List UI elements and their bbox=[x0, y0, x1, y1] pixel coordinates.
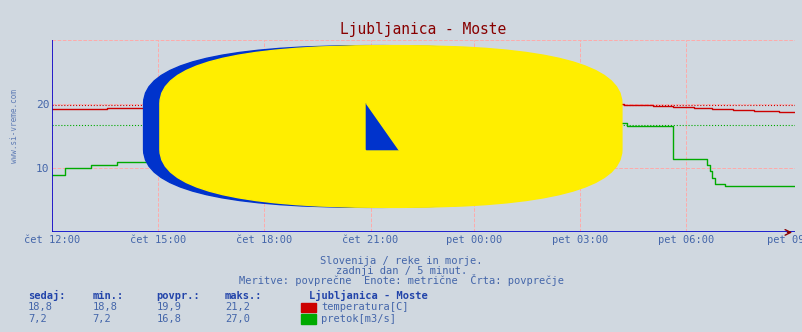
Title: Ljubljanica - Moste: Ljubljanica - Moste bbox=[340, 22, 506, 37]
Text: sedaj:: sedaj: bbox=[28, 290, 66, 301]
Text: 21,2: 21,2 bbox=[225, 302, 249, 312]
Text: povpr.:: povpr.: bbox=[156, 291, 200, 301]
FancyBboxPatch shape bbox=[160, 45, 621, 208]
Polygon shape bbox=[366, 103, 399, 150]
Text: Slovenija / reke in morje.: Slovenija / reke in morje. bbox=[320, 256, 482, 266]
Text: 18,8: 18,8 bbox=[92, 302, 117, 312]
Text: Meritve: povprečne  Enote: metrične  Črta: povprečje: Meritve: povprečne Enote: metrične Črta:… bbox=[239, 274, 563, 286]
Text: 18,8: 18,8 bbox=[28, 302, 53, 312]
Text: min.:: min.: bbox=[92, 291, 124, 301]
Text: 7,2: 7,2 bbox=[28, 314, 47, 324]
FancyBboxPatch shape bbox=[144, 45, 605, 208]
Text: maks.:: maks.: bbox=[225, 291, 262, 301]
Text: 27,0: 27,0 bbox=[225, 314, 249, 324]
Polygon shape bbox=[366, 103, 399, 150]
Text: zadnji dan / 5 minut.: zadnji dan / 5 minut. bbox=[335, 266, 467, 276]
Text: www.si-vreme.com: www.si-vreme.com bbox=[282, 138, 564, 165]
Text: www.si-vreme.com: www.si-vreme.com bbox=[10, 89, 18, 163]
Text: 19,9: 19,9 bbox=[156, 302, 181, 312]
Text: pretok[m3/s]: pretok[m3/s] bbox=[321, 314, 395, 324]
Text: 7,2: 7,2 bbox=[92, 314, 111, 324]
Text: Ljubljanica - Moste: Ljubljanica - Moste bbox=[309, 290, 427, 301]
Text: temperatura[C]: temperatura[C] bbox=[321, 302, 408, 312]
Text: 16,8: 16,8 bbox=[156, 314, 181, 324]
